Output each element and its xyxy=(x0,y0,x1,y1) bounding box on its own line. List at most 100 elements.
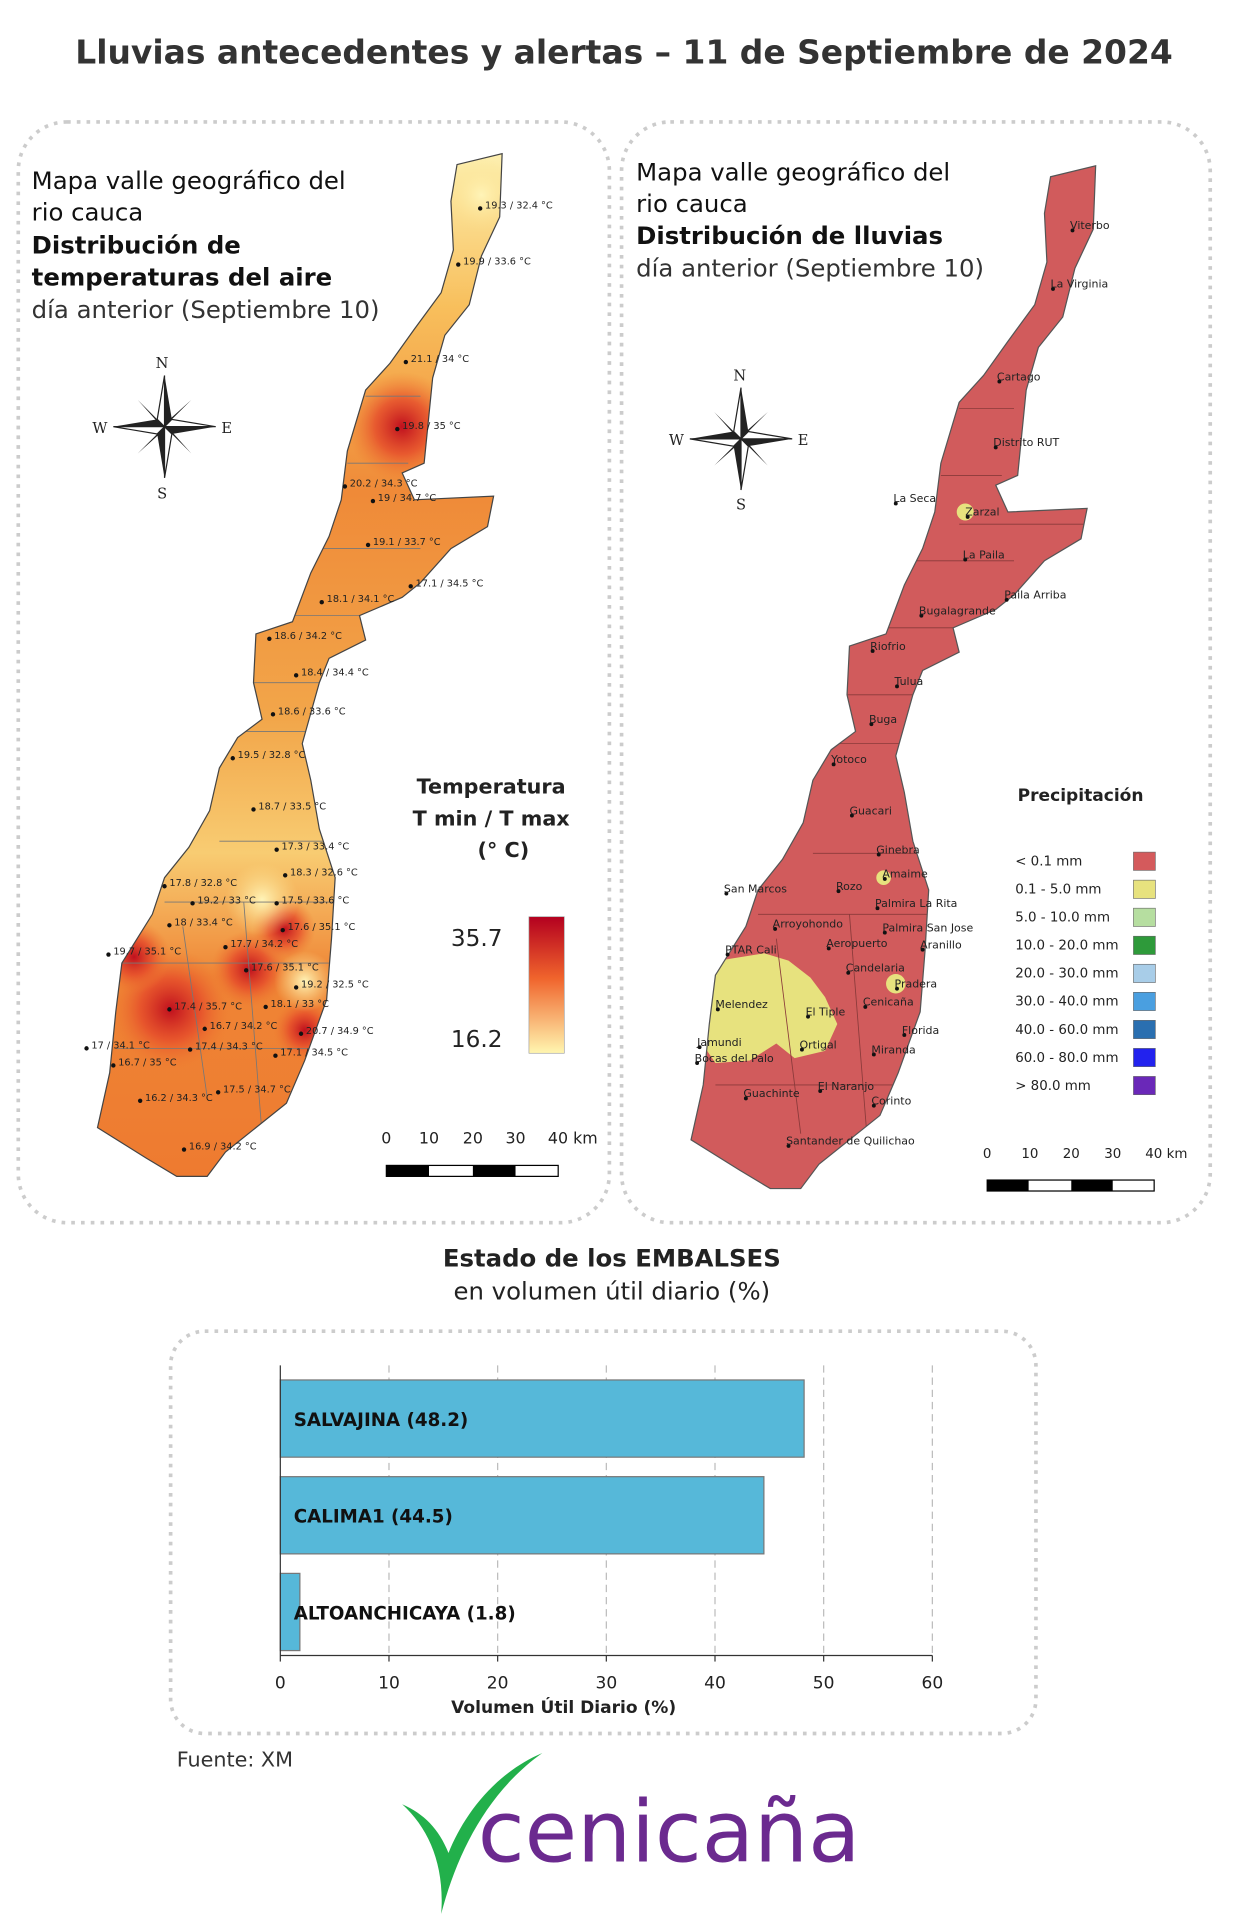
legend-label: < 0.1 mm xyxy=(1015,855,1082,870)
station-label: 18.1 / 33 °C xyxy=(271,999,330,1010)
station-dot xyxy=(836,889,841,894)
station-label: 17.7 / 34.2 °C xyxy=(230,939,298,950)
panel-frame xyxy=(619,120,1213,1225)
station-label: San Marcos xyxy=(724,882,787,895)
logo: cenicaña xyxy=(402,1752,861,1914)
station-label: 17.3 / 33.4 °C xyxy=(282,842,350,853)
compass-label: E xyxy=(798,432,809,449)
station-dot xyxy=(831,762,836,767)
station-dot xyxy=(799,1047,804,1052)
compass-label: W xyxy=(669,432,684,449)
map-heading: rio cauca xyxy=(636,189,748,218)
legend-label: 5.0 - 10.0 mm xyxy=(1015,911,1110,926)
station-label: 18.4 / 34.4 °C xyxy=(301,667,369,678)
station-label: El Naranjo xyxy=(818,1080,875,1093)
station-dot xyxy=(846,970,851,975)
station-dot xyxy=(243,968,249,973)
station-dot xyxy=(965,514,970,519)
station-label: Buga xyxy=(869,713,897,726)
chart-title: Estado de los EMBALSES xyxy=(443,1244,781,1273)
scale-label: 30 xyxy=(505,1128,525,1147)
station-label: 20.2 / 34.3 °C xyxy=(350,478,418,489)
station-label: Tulua xyxy=(894,675,924,688)
compass-label: S xyxy=(736,497,746,514)
station-label: La Virginia xyxy=(1051,278,1109,291)
station-dot xyxy=(920,947,925,952)
station-label: 17.4 / 34.3 °C xyxy=(195,1042,263,1053)
map-heading: Distribución de lluvias xyxy=(636,221,943,250)
legend-swatch xyxy=(1133,1020,1156,1039)
legend-title: Temperatura xyxy=(417,775,566,799)
bar xyxy=(279,1379,805,1458)
station-dot xyxy=(215,1090,221,1095)
station-dot xyxy=(456,262,461,267)
category-label: ALTOANCHICAYA (1.8) xyxy=(294,1603,516,1624)
station-label: El Tiple xyxy=(806,1005,846,1018)
x-axis-label: Volumen Útil Diario (%) xyxy=(451,1696,676,1718)
logo-text: cenicaña xyxy=(478,1783,861,1882)
station-label: 17 / 34.1 °C xyxy=(91,1040,150,1051)
station-dot xyxy=(370,498,376,504)
compass-label: E xyxy=(221,420,232,437)
station-label: Rozo xyxy=(836,880,863,893)
station-label: Santander de Quilichao xyxy=(786,1135,915,1148)
chart-subtitle: en volumen útil diario (%) xyxy=(454,1277,771,1306)
station-label: Palmira La Rita xyxy=(875,897,957,910)
station-dot xyxy=(251,807,256,812)
station-dot xyxy=(270,712,276,717)
station-dot xyxy=(408,584,413,589)
station-label: 16.2 / 34.3 °C xyxy=(145,1093,213,1104)
station-label: 19.1 / 33.7 °C xyxy=(373,537,441,548)
station-dot xyxy=(273,1053,278,1058)
station-label: Candelaria xyxy=(846,962,905,975)
station-dot xyxy=(849,813,854,818)
station-label: Guacari xyxy=(849,804,891,817)
x-tick-label: 20 xyxy=(487,1673,509,1693)
station-dot xyxy=(871,1052,876,1057)
station-dot xyxy=(106,952,111,957)
legend-label: > 80.0 mm xyxy=(1015,1079,1091,1094)
compass-label: N xyxy=(156,355,169,372)
station-label: 18.3 / 32.6 °C xyxy=(290,867,358,878)
legend-max: 35.7 xyxy=(451,926,503,952)
station-dot xyxy=(773,926,778,931)
station-dot xyxy=(869,722,874,727)
scale-bar xyxy=(986,1179,1155,1192)
station-dot xyxy=(870,649,875,653)
station-label: 17.1 / 34.5 °C xyxy=(280,1048,348,1059)
station-dot xyxy=(202,1026,207,1032)
panel-frame xyxy=(168,1329,1038,1736)
station-label: Palmira San Jose xyxy=(882,921,973,934)
scale-bar xyxy=(385,1164,559,1177)
panel-frame xyxy=(16,120,612,1225)
station-dot xyxy=(882,930,887,935)
station-dot xyxy=(187,1047,193,1052)
scale-label: 0 xyxy=(381,1128,391,1147)
station-label: Cenicaña xyxy=(863,996,914,1009)
station-label: Paila Arriba xyxy=(1004,589,1066,602)
x-tick-label: 40 xyxy=(704,1673,726,1693)
station-dot xyxy=(190,901,195,906)
station-dot xyxy=(876,852,881,857)
station-dot xyxy=(882,876,887,881)
station-label: Aeropuerto xyxy=(826,937,888,950)
legend-colorbar xyxy=(528,916,565,1054)
compass-label: W xyxy=(92,420,107,437)
station-label: Florida xyxy=(902,1024,939,1037)
station-label: 20.7 / 34.9 °C xyxy=(306,1026,374,1037)
station-dot xyxy=(1004,597,1009,602)
station-dot xyxy=(167,923,172,928)
station-dot xyxy=(963,557,968,562)
legend-swatch xyxy=(1133,879,1156,899)
station-label: Bocas del Palo xyxy=(695,1052,774,1065)
station-label: 18.6 / 34.2 °C xyxy=(274,631,342,642)
legend-label: 10.0 - 20.0 mm xyxy=(1015,939,1118,954)
compass-label: S xyxy=(157,486,167,503)
station-dot xyxy=(895,684,899,689)
station-label: 16.9 / 34.2 °C xyxy=(189,1142,257,1153)
station-dot xyxy=(84,1046,89,1051)
scale-label: 20 xyxy=(463,1128,483,1147)
station-label: Arroyohondo xyxy=(773,918,844,931)
legend-title: Precipitación xyxy=(1018,786,1144,806)
